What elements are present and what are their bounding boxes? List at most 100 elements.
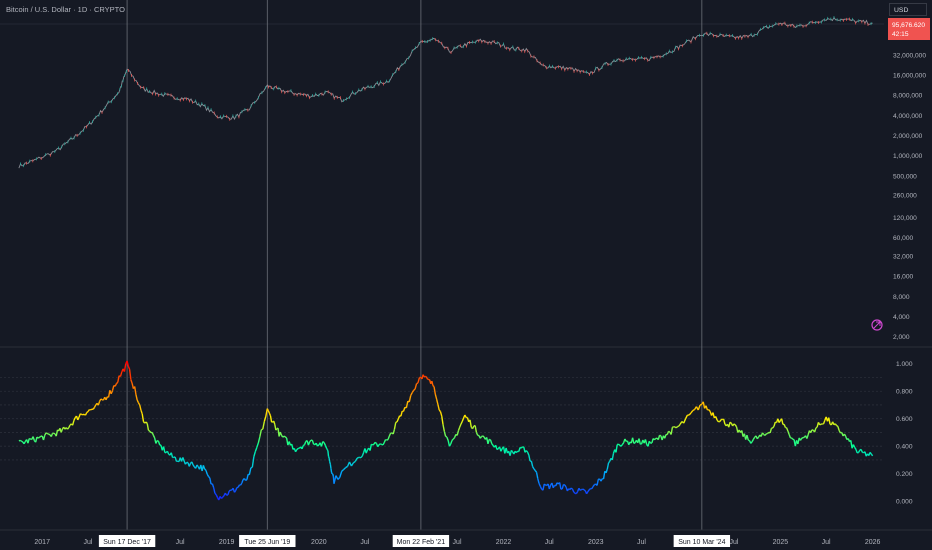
- oscillator-segment: [97, 401, 101, 406]
- oscillator-segment: [71, 420, 75, 426]
- last-price-bg: [888, 18, 930, 40]
- oscillator-segment: [481, 435, 484, 438]
- oscillator-segment: [156, 439, 159, 442]
- oscillator-segment: [587, 489, 590, 493]
- time-tick-label: 2026: [865, 539, 881, 546]
- oscillator-segment: [192, 464, 195, 468]
- oscillator-segment: [350, 462, 354, 467]
- oscillator-segment: [482, 435, 485, 438]
- oscillator-segment: [617, 443, 621, 446]
- oscillator-segment: [819, 423, 822, 426]
- oscillator-segment: [356, 456, 359, 459]
- price-tick-label: 32,000: [893, 253, 914, 260]
- oscillator-segment: [182, 457, 185, 462]
- oscillator-segment: [518, 447, 521, 452]
- oscillator-segment: [479, 436, 483, 439]
- alert-icon[interactable]: [871, 319, 883, 331]
- oscillator-segment: [855, 449, 858, 454]
- oscillator-segment: [226, 494, 229, 496]
- oscillator-segment: [382, 442, 385, 446]
- oscillator-segment: [594, 483, 597, 486]
- oscillator-segment: [684, 414, 688, 420]
- oscillator-segment: [205, 470, 208, 475]
- oscillator-tick-label: 0.200: [896, 471, 913, 478]
- oscillator-segment: [66, 427, 70, 430]
- oscillator-segment: [228, 489, 231, 492]
- oscillator-reference-lines: [0, 23, 932, 461]
- time-tick-label: Jul: [545, 539, 554, 546]
- oscillator-segment: [248, 467, 252, 475]
- currency-button[interactable]: USD: [889, 3, 927, 16]
- oscillator-segment: [435, 398, 439, 405]
- oscillator-segment: [815, 426, 818, 429]
- oscillator-segment: [148, 429, 151, 432]
- oscillator-segment: [764, 433, 767, 436]
- oscillator-segment: [697, 404, 701, 411]
- oscillator-segment: [386, 438, 389, 441]
- oscillator-segment: [140, 409, 143, 415]
- time-axis: 2017 Jul Jul 2019 2020 Jul Jul 2022 Jul 2023 Jul Ju…: [0, 529, 932, 547]
- oscillator-segment: [233, 490, 237, 493]
- oscillator-segment: [675, 426, 679, 429]
- oscillator-segment: [378, 443, 381, 446]
- oscillator-segment: [837, 426, 840, 431]
- oscillator-segment: [852, 444, 856, 448]
- oscillator-segment: [329, 464, 332, 469]
- oscillator-segment: [365, 449, 369, 454]
- oscillator-segment: [324, 445, 328, 449]
- oscillator-segment: [417, 377, 421, 384]
- oscillator-segment: [591, 486, 594, 490]
- oscillator-segment: [139, 404, 142, 411]
- oscillator-segment: [530, 461, 534, 467]
- last-price-value: 95,676.620: [892, 22, 925, 29]
- oscillator-segment: [162, 446, 166, 453]
- oscillator-segment: [537, 478, 540, 484]
- oscillator-segment: [810, 429, 813, 434]
- time-tick-label: Jul: [83, 539, 92, 546]
- oscillator-segment: [263, 416, 267, 422]
- oscillator-segment: [801, 437, 804, 439]
- oscillator-segment: [166, 450, 170, 455]
- oscillator-segment: [42, 434, 46, 441]
- oscillator-segment: [433, 386, 437, 395]
- oscillator-segment: [235, 487, 238, 491]
- oscillator-segment: [396, 418, 399, 423]
- oscillator-segment: [397, 415, 401, 420]
- oscillator-segment: [457, 426, 461, 431]
- oscillator-segment: [712, 412, 716, 419]
- oscillator-segment: [602, 471, 606, 479]
- oscillator-segment: [245, 479, 248, 482]
- oscillator-segment: [699, 403, 703, 406]
- oscillator-segment: [532, 466, 535, 470]
- oscillator-segment: [648, 440, 652, 444]
- oscillator-segment: [323, 442, 326, 446]
- oscillator-segment: [432, 385, 435, 388]
- oscillator-segment: [343, 467, 347, 471]
- oscillator-segment: [860, 449, 863, 453]
- time-tick-label: 2017: [34, 539, 50, 546]
- oscillator-segment: [763, 433, 766, 437]
- oscillator-segment: [638, 438, 641, 445]
- oscillator-segment: [84, 412, 88, 416]
- oscillator-segment: [633, 442, 636, 445]
- oscillator-segment: [787, 430, 790, 435]
- oscillator-segment: [372, 443, 375, 446]
- oscillator-segment: [28, 437, 31, 440]
- oscillator-segment: [437, 404, 440, 411]
- oscillator-segment: [77, 416, 80, 421]
- oscillator-segment: [828, 417, 831, 425]
- oscillator-segment: [126, 360, 130, 367]
- oscillator-segment: [215, 494, 219, 498]
- oscillator-segment: [326, 449, 329, 451]
- oscillator-segment: [533, 468, 536, 472]
- oscillator-segment: [416, 382, 419, 385]
- oscillator-segment: [330, 468, 333, 473]
- oscillator-segment: [487, 439, 490, 445]
- oscillator-segment: [542, 483, 545, 491]
- oscillator-segment: [450, 440, 453, 445]
- oscillator-segment: [474, 425, 478, 433]
- oscillator-segment: [761, 432, 765, 435]
- price-tick-label: 32,000,000: [893, 52, 926, 59]
- oscillator-segment: [496, 448, 499, 451]
